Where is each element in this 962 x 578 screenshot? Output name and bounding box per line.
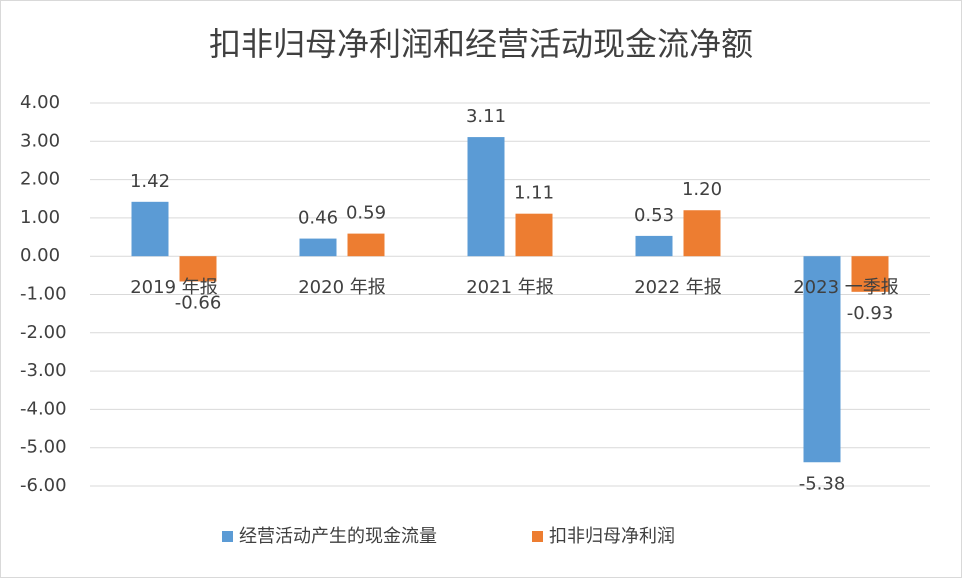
chart-title: 扣非归母净利润和经营活动现金流净额 xyxy=(209,25,753,63)
bar xyxy=(683,210,721,257)
y-tick-label: -5.00 xyxy=(20,437,67,458)
y-tick-label: -2.00 xyxy=(20,322,67,343)
y-tick-label: 0.00 xyxy=(20,245,60,266)
bar xyxy=(131,201,169,257)
y-tick-label: 2.00 xyxy=(20,169,60,190)
y-tick-label: -1.00 xyxy=(20,284,67,305)
bar xyxy=(851,256,889,292)
data-label: 0.53 xyxy=(634,205,674,226)
data-label: 0.46 xyxy=(298,208,338,229)
data-label: -5.38 xyxy=(799,473,846,494)
y-tick-label: -4.00 xyxy=(20,398,67,419)
data-label: 1.42 xyxy=(130,171,170,192)
x-tick-label: 2023 一季报 xyxy=(793,277,899,298)
y-tick-label: -6.00 xyxy=(20,475,67,496)
x-tick-label: 2020 年报 xyxy=(298,277,386,298)
legend-label: 经营活动产生的现金流量 xyxy=(239,526,437,547)
bar xyxy=(467,137,505,257)
data-label: 1.11 xyxy=(514,183,554,204)
x-tick-label: 2022 年报 xyxy=(634,277,722,298)
legend-swatch xyxy=(532,531,543,542)
data-label: -0.93 xyxy=(847,303,894,324)
x-tick-label: 2021 年报 xyxy=(466,277,554,298)
legend-swatch xyxy=(222,531,233,542)
bar xyxy=(299,238,337,257)
y-tick-label: 3.00 xyxy=(20,130,60,151)
bar xyxy=(179,256,217,282)
bar xyxy=(803,256,841,463)
x-tick-label: 2019 年报 xyxy=(130,277,218,298)
data-label: 1.20 xyxy=(682,179,722,200)
data-label: 0.59 xyxy=(346,203,386,224)
data-label: 3.11 xyxy=(466,106,506,127)
y-tick-label: 1.00 xyxy=(20,207,60,228)
bar xyxy=(635,235,673,257)
y-tick-label: -3.00 xyxy=(20,360,67,381)
bar xyxy=(347,233,385,257)
legend-label: 扣非归母净利润 xyxy=(549,526,675,547)
y-tick-label: 4.00 xyxy=(20,92,60,113)
data-label: -0.66 xyxy=(175,292,222,313)
bar xyxy=(515,213,553,257)
